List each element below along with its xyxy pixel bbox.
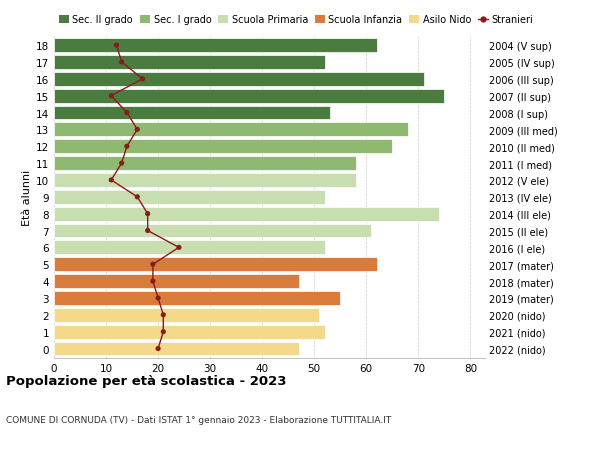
Bar <box>54 207 439 221</box>
Point <box>106 93 116 100</box>
Point <box>133 194 142 201</box>
Legend: Sec. II grado, Sec. I grado, Scuola Primaria, Scuola Infanzia, Asilo Nido, Stran: Sec. II grado, Sec. I grado, Scuola Prim… <box>59 16 533 25</box>
Point <box>112 42 121 50</box>
Point <box>158 328 168 336</box>
Bar <box>54 291 340 305</box>
Bar <box>54 140 392 154</box>
Bar <box>54 224 371 238</box>
Point <box>153 345 163 353</box>
Text: COMUNE DI CORNUDA (TV) - Dati ISTAT 1° gennaio 2023 - Elaborazione TUTTITALIA.IT: COMUNE DI CORNUDA (TV) - Dati ISTAT 1° g… <box>6 415 391 425</box>
Bar <box>54 258 377 272</box>
Point <box>148 278 158 285</box>
Point <box>133 126 142 134</box>
Y-axis label: Età alunni: Età alunni <box>22 169 32 225</box>
Bar <box>54 174 356 187</box>
Point <box>143 211 152 218</box>
Point <box>153 295 163 302</box>
Bar <box>54 106 330 120</box>
Bar <box>54 73 424 86</box>
Point <box>117 59 127 67</box>
Point <box>158 312 168 319</box>
Bar <box>54 342 299 356</box>
Bar <box>54 274 299 288</box>
Bar <box>54 157 356 171</box>
Bar <box>54 190 325 204</box>
Point <box>143 227 152 235</box>
Point <box>122 110 131 117</box>
Bar <box>54 123 408 137</box>
Bar <box>54 241 325 255</box>
Point <box>137 76 147 83</box>
Point <box>148 261 158 269</box>
Bar <box>54 39 377 53</box>
Point <box>106 177 116 184</box>
Bar <box>54 325 325 339</box>
Point <box>174 244 184 252</box>
Bar <box>54 56 325 70</box>
Bar <box>54 308 319 322</box>
Bar <box>54 90 445 103</box>
Text: Popolazione per età scolastica - 2023: Popolazione per età scolastica - 2023 <box>6 374 287 387</box>
Point <box>122 143 131 151</box>
Point <box>117 160 127 168</box>
